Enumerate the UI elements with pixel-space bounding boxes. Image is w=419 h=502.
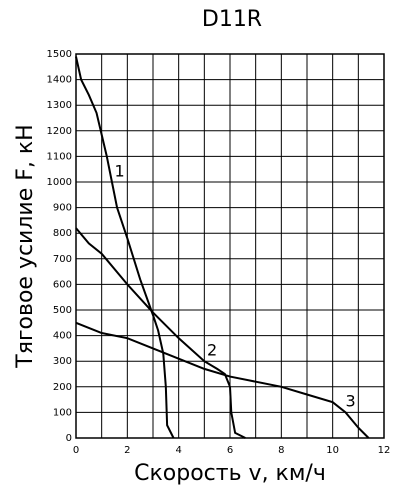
x-tick-label: 6 [227,445,233,456]
y-tick-label: 300 [53,356,72,367]
plot-frame [75,53,385,439]
x-tick-label: 2 [124,445,130,456]
y-tick-label: 1400 [47,75,72,86]
y-tick-label: 1100 [47,151,72,162]
series-line [75,56,175,439]
y-axis-label: Тяговое усилие F, кН [13,124,38,368]
series-label: 1 [115,161,125,180]
y-tick-label: 800 [53,228,72,239]
x-tick-label: 12 [378,445,391,456]
y-tick-label: 1200 [47,126,72,137]
y-tick-label: 900 [53,203,72,214]
y-tick-label: 1300 [47,100,72,111]
x-tick-label: 0 [73,445,79,456]
series-label: 3 [346,392,356,411]
series-line [75,227,246,439]
y-tick-label: 600 [53,279,72,290]
y-tick-label: 1000 [47,177,72,188]
y-tick-label: 500 [53,305,72,316]
x-tick-label: 4 [175,445,181,456]
y-tick-label: 200 [53,382,72,393]
series-line [75,321,370,439]
y-tick-label: 700 [53,254,72,265]
y-tick-label: 1500 [47,49,72,60]
x-tick-label: 10 [326,445,339,456]
x-axis-label: Скорость v, км/ч [134,461,326,486]
series-label: 2 [207,340,217,359]
chart-title: D11R [202,7,262,32]
x-tick-label: 8 [278,445,284,456]
y-tick-label: 100 [53,407,72,418]
y-tick-label: 0 [66,433,72,444]
y-tick-label: 400 [53,331,72,342]
